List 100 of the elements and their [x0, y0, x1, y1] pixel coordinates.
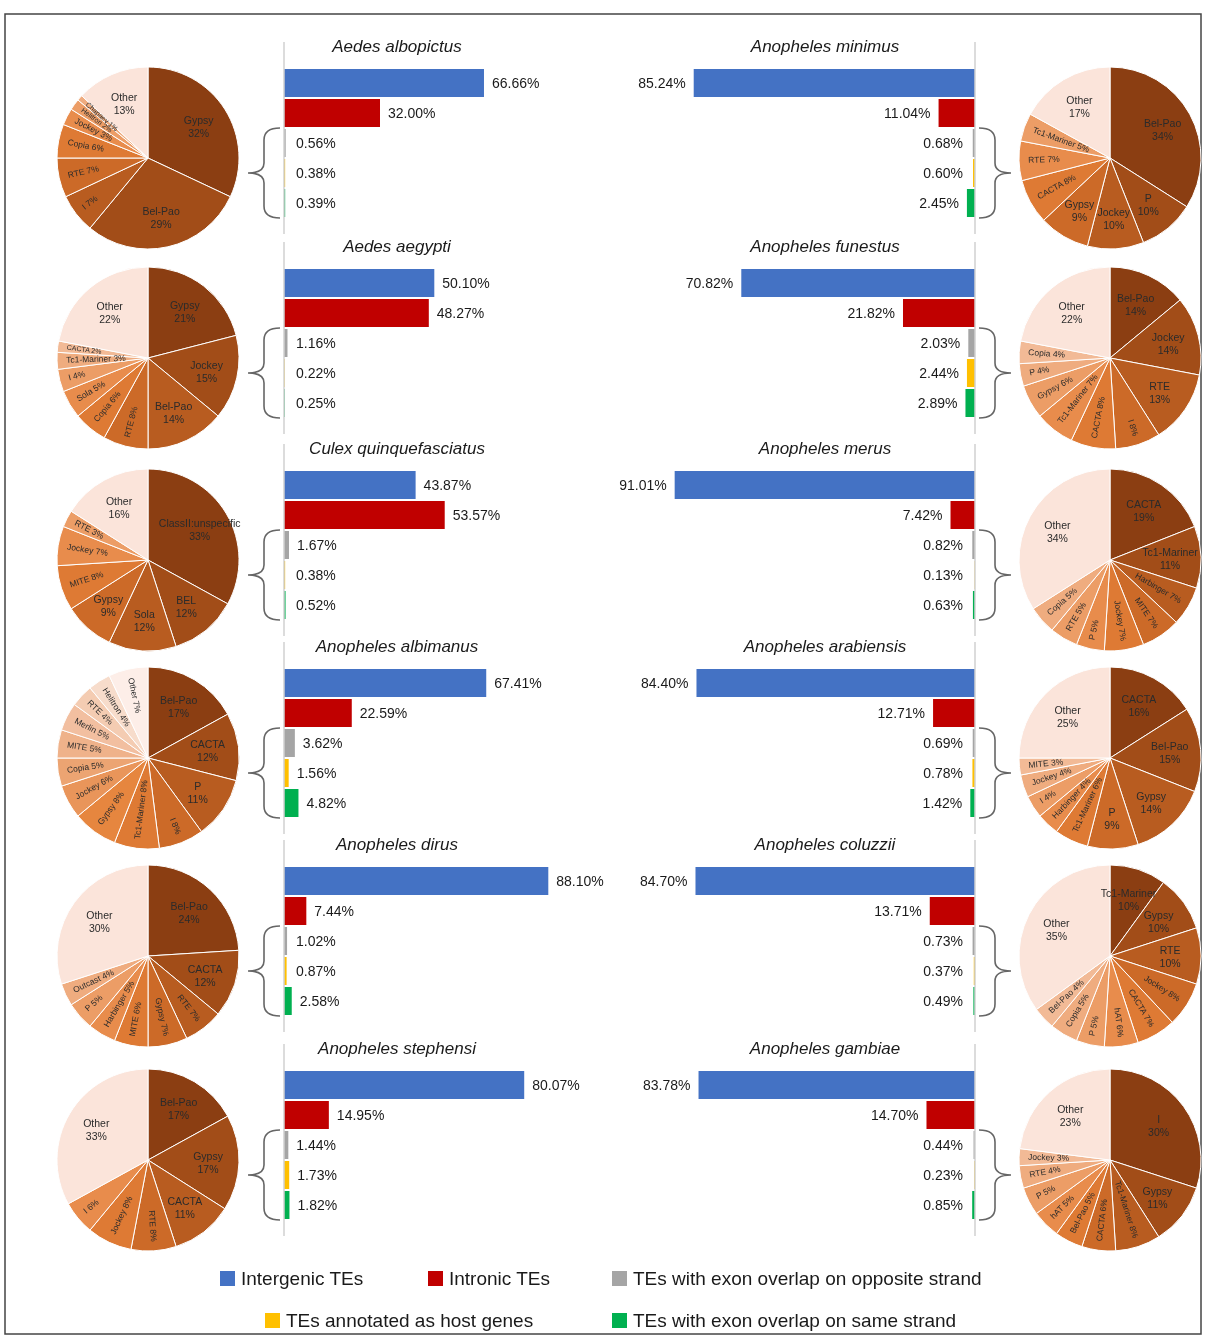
slice-label: MITE 8% — [68, 568, 106, 590]
data-label: 0.38% — [296, 567, 336, 583]
data-label: 14.70% — [871, 1107, 919, 1123]
slice-label: CACTA — [1126, 498, 1162, 511]
data-label: 35% — [1045, 929, 1067, 942]
chart-title: Aedes aegypti — [342, 237, 453, 256]
data-label: 13.71% — [874, 903, 922, 919]
data-label: 10% — [1103, 218, 1125, 231]
slice-label: P — [1108, 806, 1116, 819]
slice-label: CACTA — [1121, 693, 1157, 706]
data-label: 83.78% — [643, 1077, 691, 1093]
slice-label: P 5% — [1086, 618, 1101, 641]
slice-label: Gypsy — [193, 1149, 224, 1162]
data-label: 2.89% — [917, 395, 958, 411]
data-label: 10% — [1159, 957, 1181, 969]
slice-label: I 6% — [81, 1196, 102, 1216]
data-label: 88.10% — [556, 873, 604, 889]
data-label: 2.03% — [920, 335, 961, 351]
data-label: 0.85% — [923, 1197, 963, 1213]
data-label: 67.41% — [494, 675, 542, 691]
slice-label: RTE 7% — [66, 163, 101, 181]
data-label: 70.82% — [685, 275, 734, 291]
slice-label: Gypsy — [169, 298, 201, 311]
data-label: 11% — [187, 792, 208, 805]
data-label: 0.38% — [296, 165, 336, 181]
data-label: 0.73% — [923, 933, 963, 949]
slice-label: Jockey — [1097, 205, 1131, 218]
data-label: 12% — [175, 607, 197, 620]
data-label: 11% — [1159, 559, 1181, 572]
data-label: 1.16% — [296, 335, 336, 351]
slice-label: P 5% — [1086, 1014, 1101, 1037]
slice-label: Gypsy — [1064, 197, 1096, 210]
data-label: 0.23% — [923, 1167, 963, 1183]
data-label: 14% — [1157, 344, 1179, 357]
data-label: 2.45% — [919, 195, 959, 211]
slice-label: I — [1157, 1112, 1161, 1125]
slice-label: BEL — [176, 594, 197, 607]
data-label: 16% — [108, 508, 130, 521]
slice-label: I 8% — [167, 816, 184, 837]
data-label: 48.27% — [436, 305, 485, 321]
data-label: 16% — [1128, 706, 1150, 719]
data-label: 0.52% — [296, 597, 336, 613]
data-label: 7.44% — [314, 903, 355, 919]
data-label: 25% — [1057, 716, 1079, 729]
slice-label: I 8% — [1126, 417, 1141, 438]
slice-label: Gypsy — [93, 593, 124, 606]
data-label: 0.87% — [296, 963, 336, 979]
slice-label: CACTA — [190, 738, 225, 751]
slice-label: Other — [96, 299, 124, 312]
chart-title: Culex quinquefasciatus — [309, 439, 486, 458]
data-label: 14% — [1125, 304, 1147, 317]
data-label: 11% — [174, 1208, 195, 1221]
slice-label: Tc1-Mariner — [1142, 546, 1199, 559]
slice-label: CACTA 8% — [1089, 395, 1107, 440]
slice-label: Gypsy 7% — [153, 996, 172, 1038]
data-label: 84.70% — [640, 873, 688, 889]
data-label: 13% — [113, 103, 135, 116]
slice-label: RTE 8% — [146, 1209, 159, 1243]
slice-label: I 7% — [79, 192, 100, 212]
data-label: 19% — [1133, 511, 1155, 524]
data-label: 0.68% — [923, 135, 963, 151]
data-label: 12% — [133, 620, 155, 633]
data-label: 84.40% — [641, 675, 689, 691]
chart-title: Anopheles merus — [757, 439, 892, 458]
slice-label: P — [1144, 192, 1152, 205]
data-label: 29% — [150, 217, 172, 230]
data-label: 34% — [1046, 532, 1068, 545]
data-label: 0.78% — [923, 765, 963, 781]
slice-label: Other — [1058, 299, 1086, 312]
data-label: 9% — [100, 606, 116, 619]
data-label: 32.00% — [388, 105, 436, 121]
data-label: 13% — [1149, 392, 1171, 405]
data-label: 0.82% — [923, 537, 963, 553]
slice-label: Jockey — [1151, 331, 1186, 344]
data-label: 30% — [1148, 1125, 1170, 1138]
data-label: 10% — [1148, 921, 1170, 934]
data-label: 7.42% — [902, 507, 943, 523]
data-label: 0.44% — [923, 1137, 963, 1153]
legend-label: TEs annotated as host genes — [286, 1310, 534, 1331]
data-label: 33% — [189, 530, 211, 543]
data-label: 11.04% — [884, 105, 931, 121]
slice-label: Gypsy — [183, 113, 215, 126]
slice-label: Other — [105, 495, 133, 508]
slice-label: MITE 3% — [1027, 756, 1065, 770]
data-label: 15% — [1159, 753, 1181, 766]
data-label: 0.25% — [296, 395, 336, 411]
slice-label: Gypsy — [1136, 789, 1167, 802]
data-label: 0.69% — [923, 735, 963, 751]
data-label: 17% — [197, 1162, 219, 1175]
slice-label: Jockey 7% — [66, 541, 110, 558]
data-label: 0.39% — [296, 195, 336, 211]
slice-label: RTE 7% — [1027, 153, 1061, 165]
data-label: 14.95% — [336, 1107, 385, 1123]
data-label: 91.01% — [619, 477, 667, 493]
slice-label: Other — [111, 90, 138, 103]
data-label: 17% — [168, 1109, 190, 1122]
data-label: 1.44% — [296, 1137, 337, 1153]
data-label: 21.82% — [847, 305, 895, 321]
slice-label: RTE 8% — [122, 404, 140, 439]
slice-label: P 5% — [82, 992, 105, 1014]
